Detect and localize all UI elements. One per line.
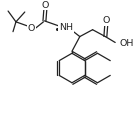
Text: OH: OH [119,39,133,48]
Text: O: O [103,16,110,25]
Text: NH: NH [59,23,73,32]
Text: O: O [28,24,35,33]
Text: O: O [42,1,49,10]
